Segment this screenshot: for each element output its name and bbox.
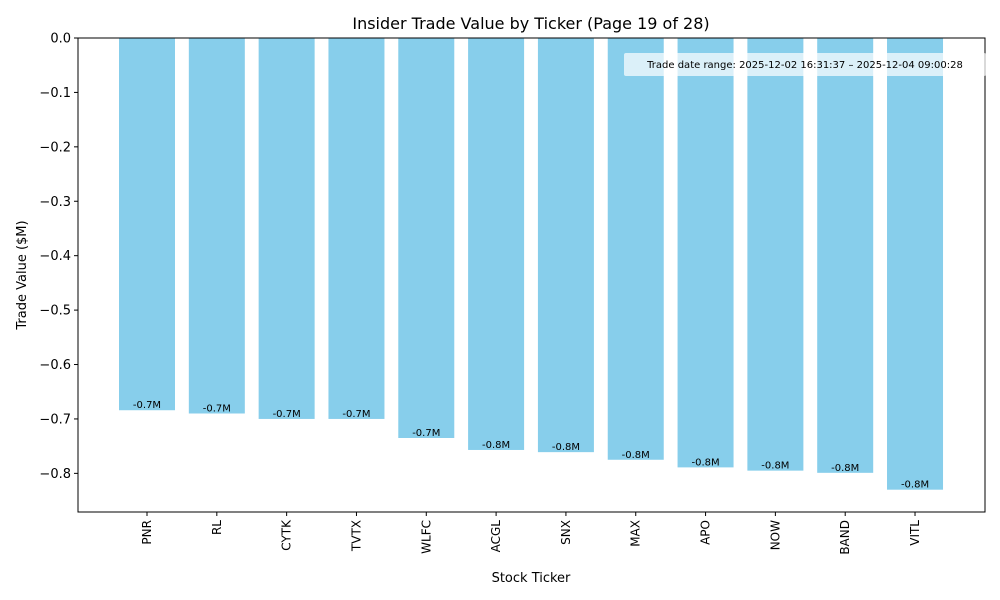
x-axis-label: Stock Ticker [492,571,571,586]
x-tick-label-cytk: CYTK [280,519,294,551]
x-tick-label-tvtx: TVTX [349,520,363,552]
bars-group [119,38,944,490]
x-tick-label-vitl: VITL [908,520,922,546]
data-label-tvtx: -0.7M [342,409,370,420]
bar-max [607,38,664,460]
y-tick-label: −0.1 [39,86,71,101]
bar-pnr [119,38,175,411]
y-tick-label: −0.8 [39,467,71,482]
x-tick-label-snx: SNX [559,520,573,545]
y-tick-label: −0.5 [39,304,71,319]
data-label-wlfc: -0.7M [412,428,440,439]
chart-title: Insider Trade Value by Ticker (Page 19 o… [352,14,709,33]
annotation-box [624,53,986,76]
y-tick-label: −0.4 [39,249,71,264]
y-tick-label: −0.7 [39,412,71,427]
bar-wlfc [398,38,455,438]
data-label-cytk: -0.7M [273,409,301,420]
annotation-text: Trade date range: 2025-12-02 16:31:37 – … [646,60,963,71]
data-label-snx: -0.8M [552,442,580,453]
x-tick-label-now: NOW [768,520,782,550]
bar-apo [677,38,734,468]
data-label-max: -0.8M [622,450,650,461]
x-tick-label-band: BAND [838,520,852,555]
data-labels-group: -0.7M -0.7M -0.7M -0.7M -0.7M -0.8M -0.8M -0.8M… [133,400,929,490]
y-tick-label: −0.3 [39,195,71,210]
data-label-now: -0.8M [761,461,789,472]
y-tick-label: 0.0 [50,32,71,47]
bar-rl [188,38,245,414]
data-label-pnr: -0.7M [133,400,161,411]
y-tick-label: −0.6 [39,358,71,373]
x-tick-label-acgl: ACGL [489,520,503,553]
x-axis-ticks: PNR RL CYTK TVTX WLFC ACGL SNX MAX APO NOW BAND VIT… [140,512,922,555]
data-label-vitl: -0.8M [901,480,929,491]
bar-tvtx [328,38,385,419]
data-label-acgl: -0.8M [482,440,510,451]
y-axis-ticks: 0.0 −0.1 −0.2 −0.3 −0.4 −0.5 −0.6 −0.7 −0.8 [39,32,78,482]
data-label-band: -0.8M [831,463,859,474]
x-tick-label-apo: APO [699,520,713,545]
x-tick-label-rl: RL [210,520,224,535]
x-tick-label-pnr: PNR [140,520,154,545]
x-tick-label-wlfc: WLFC [419,520,433,554]
plot-area-frame [77,37,986,513]
data-label-rl: -0.7M [203,404,231,415]
bar-now [747,38,804,471]
date-range-annotation: Trade date range: 2025-12-02 16:31:37 – … [624,53,986,76]
y-tick-label: −0.2 [39,140,71,155]
y-axis-label: Trade Value ($M) [15,220,30,330]
bar-snx [537,38,594,453]
bar-band [817,38,874,473]
bar-acgl [468,38,525,450]
bar-vitl [887,38,944,490]
data-label-apo: -0.8M [691,457,719,468]
x-tick-label-max: MAX [629,520,643,547]
bar-cytk [258,38,315,419]
